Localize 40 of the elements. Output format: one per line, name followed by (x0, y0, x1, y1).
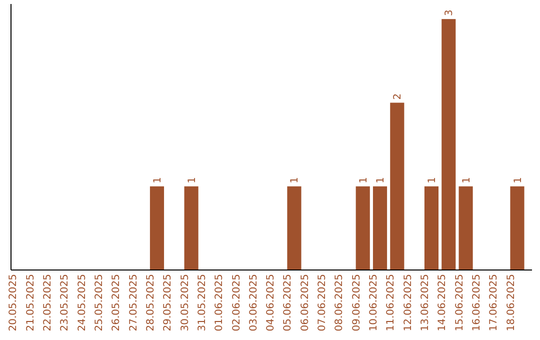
x-tick-label: 20.05.2025 (8, 274, 20, 332)
x-tick-label: 24.05.2025 (76, 274, 88, 332)
x-tick-label: 30.05.2025 (180, 274, 191, 332)
data-label: 2 (392, 93, 404, 100)
x-tick-label: 26.05.2025 (111, 274, 122, 332)
x-tick-label: 04.06.2025 (266, 274, 277, 332)
x-tick-label: 11.06.2025 (386, 274, 397, 332)
data-label: 1 (290, 176, 301, 184)
x-tick-label: 02.06.2025 (231, 274, 242, 332)
x-tick-label: 29.05.2025 (162, 274, 174, 332)
data-label: 1 (426, 176, 438, 184)
x-tick-label: 10.06.2025 (368, 274, 380, 332)
x-tick-label: 08.06.2025 (334, 274, 346, 332)
x-tick-label: 09.06.2025 (351, 274, 362, 332)
x-tick-label: 12.06.2025 (402, 274, 414, 332)
x-tick-label: 27.05.2025 (128, 274, 140, 332)
data-label: 1 (358, 176, 370, 184)
data-label: 1 (376, 176, 387, 184)
x-tick-label: 14.06.2025 (437, 274, 448, 332)
x-tick-label: 25.05.2025 (94, 274, 106, 332)
x-tick-label: 18.06.2025 (506, 274, 517, 332)
x-tick-label: 15.06.2025 (454, 274, 466, 332)
data-label: 1 (461, 176, 472, 184)
data-label: 1 (152, 176, 164, 184)
x-tick-label: 07.06.2025 (317, 274, 328, 332)
x-tick-label: 31.05.2025 (196, 274, 208, 332)
x-tick-label: 17.06.2025 (488, 274, 500, 332)
data-label: 1 (512, 176, 524, 184)
x-tick-label: 23.05.2025 (60, 274, 71, 332)
data-label: 3 (444, 10, 456, 16)
x-tick-label: 03.06.2025 (248, 274, 260, 332)
x-tick-label: 06.06.2025 (300, 274, 311, 332)
data-label: 1 (186, 176, 198, 184)
x-tick-label: 28.05.2025 (145, 274, 156, 332)
x-tick-label: 21.05.2025 (25, 274, 36, 332)
x-tick-label: 13.06.2025 (420, 274, 431, 332)
x-tick-label: 16.06.2025 (471, 274, 482, 332)
x-tick-label: 22.05.2025 (42, 274, 54, 332)
x-tick-label: 05.06.2025 (282, 274, 294, 332)
x-tick-label: 01.06.2025 (214, 274, 226, 332)
